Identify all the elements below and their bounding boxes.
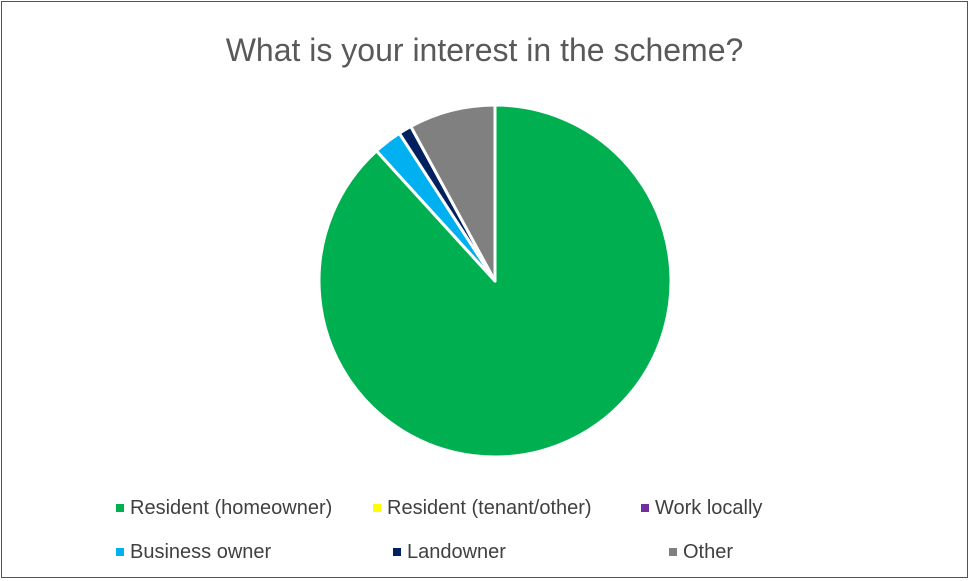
legend-item-business-owner: Business owner xyxy=(116,540,271,564)
legend-swatch xyxy=(393,548,401,556)
legend-item-work-locally: Work locally xyxy=(641,496,762,520)
legend-label: Resident (homeowner) xyxy=(130,497,333,519)
legend-label: Business owner xyxy=(130,541,272,563)
legend-swatch xyxy=(641,504,649,512)
legend-swatch xyxy=(373,504,381,512)
pie-slice-other xyxy=(409,103,497,283)
legend-swatch xyxy=(669,548,677,556)
legend-label: Work locally xyxy=(655,497,763,519)
legend-swatch xyxy=(116,548,124,556)
legend-label: Other xyxy=(683,541,734,563)
chart-title: What is your interest in the scheme? xyxy=(225,32,744,68)
legend-swatch xyxy=(116,504,124,512)
legend-item-other: Other xyxy=(669,540,733,564)
legend-item-resident-homeowner: Resident (homeowner) xyxy=(116,496,332,520)
legend-item-landowner: Landowner xyxy=(393,540,506,564)
legend-item-resident-tenant: Resident (tenant/other) xyxy=(373,496,592,520)
legend-label: Resident (tenant/other) xyxy=(387,497,592,519)
legend-label: Landowner xyxy=(407,541,506,563)
